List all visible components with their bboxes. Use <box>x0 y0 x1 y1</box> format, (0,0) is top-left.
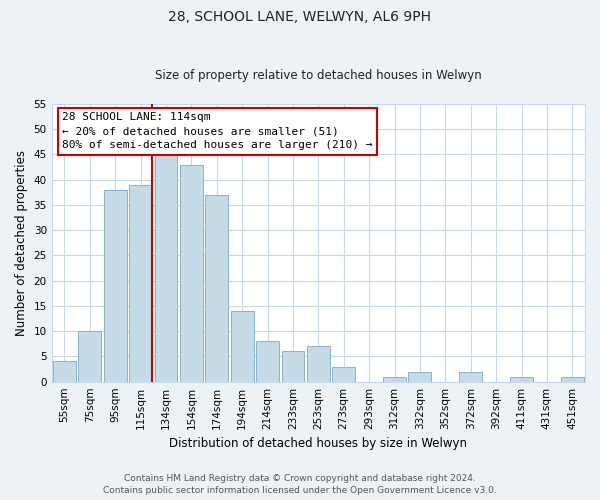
Text: 28 SCHOOL LANE: 114sqm
← 20% of detached houses are smaller (51)
80% of semi-det: 28 SCHOOL LANE: 114sqm ← 20% of detached… <box>62 112 373 150</box>
Bar <box>510 376 533 382</box>
Bar <box>231 311 254 382</box>
Bar <box>256 342 279 382</box>
Y-axis label: Number of detached properties: Number of detached properties <box>15 150 28 336</box>
Bar <box>104 190 127 382</box>
Bar <box>129 185 152 382</box>
Bar <box>180 164 203 382</box>
X-axis label: Distribution of detached houses by size in Welwyn: Distribution of detached houses by size … <box>169 437 467 450</box>
Bar <box>79 331 101 382</box>
Title: Size of property relative to detached houses in Welwyn: Size of property relative to detached ho… <box>155 69 482 82</box>
Bar <box>383 376 406 382</box>
Bar <box>53 362 76 382</box>
Bar <box>281 352 304 382</box>
Bar <box>332 366 355 382</box>
Bar <box>459 372 482 382</box>
Bar <box>155 150 178 382</box>
Bar <box>205 195 228 382</box>
Text: 28, SCHOOL LANE, WELWYN, AL6 9PH: 28, SCHOOL LANE, WELWYN, AL6 9PH <box>169 10 431 24</box>
Bar <box>409 372 431 382</box>
Bar <box>561 376 584 382</box>
Bar <box>307 346 330 382</box>
Text: Contains HM Land Registry data © Crown copyright and database right 2024.
Contai: Contains HM Land Registry data © Crown c… <box>103 474 497 495</box>
